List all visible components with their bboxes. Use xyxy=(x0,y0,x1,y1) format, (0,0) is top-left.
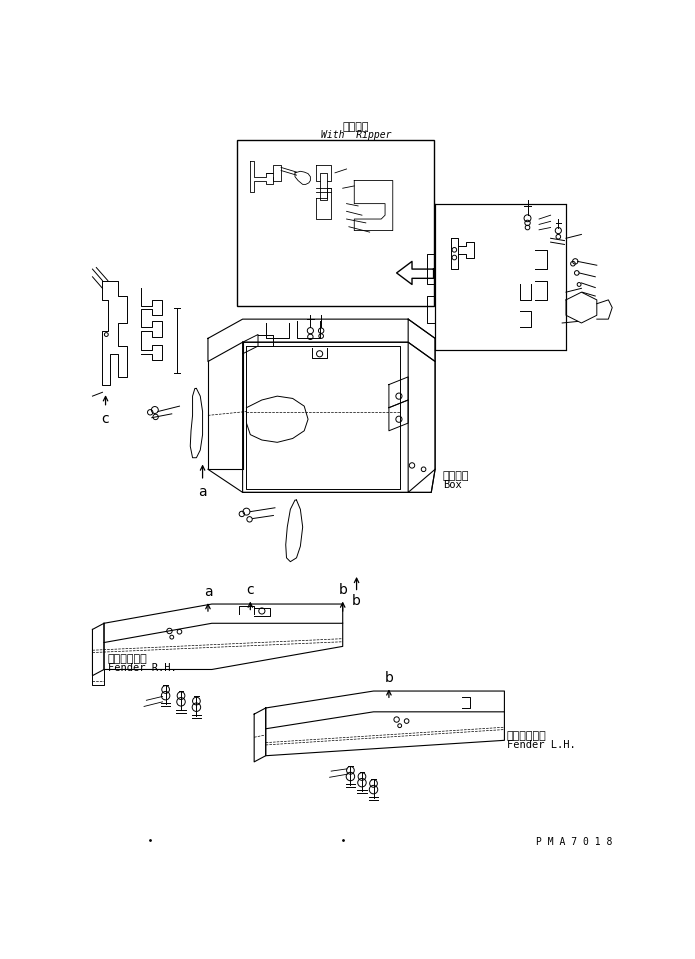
Text: a: a xyxy=(204,585,212,598)
Text: b: b xyxy=(384,671,393,685)
Text: リッパ付: リッパ付 xyxy=(343,122,369,132)
Text: b: b xyxy=(338,583,347,597)
Text: Fender R.H.: Fender R.H. xyxy=(108,664,177,673)
Text: With  Ripper: With Ripper xyxy=(320,130,391,140)
Text: ボックス: ボックス xyxy=(443,471,469,480)
Text: フェンダ右側: フェンダ右側 xyxy=(108,654,147,664)
Text: フェンダ左側: フェンダ左側 xyxy=(507,731,546,741)
Text: a: a xyxy=(198,484,207,499)
Text: P M A 7 0 1 8: P M A 7 0 1 8 xyxy=(536,836,612,847)
Text: c: c xyxy=(247,583,254,597)
Text: Box: Box xyxy=(443,480,461,490)
Text: Fender L.H.: Fender L.H. xyxy=(507,740,575,750)
Text: c: c xyxy=(101,411,109,426)
Text: b: b xyxy=(352,594,361,608)
Bar xyxy=(237,140,434,306)
